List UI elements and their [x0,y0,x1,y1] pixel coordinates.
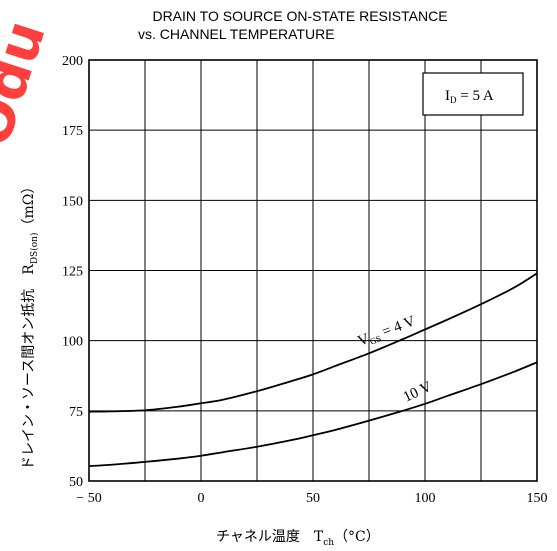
y-axis-label: ドレイン・ソース間オン抵抗 RDS(on)（mΩ） [21,180,40,470]
x-axis-label: チャネル温度 Tch（°C） [216,529,380,548]
x-tick-label: 100 [415,491,436,506]
grid-layer [89,60,537,481]
x-tick-label: − 50 [76,491,101,506]
y-axis-ticks: 50 75 100 125 150 175 200 [62,54,83,490]
x-tick-label: 50 [306,491,320,506]
y-tick-label: 75 [69,405,83,420]
y-tick-label: 50 [69,475,83,490]
series-line-vgs-10v [88,361,538,468]
series-line-vgs-4v [88,272,538,413]
y-tick-label: 150 [62,194,83,209]
y-tick-label: 125 [62,265,83,280]
x-axis-ticks: − 50 0 50 100 150 [76,491,547,506]
chart-title: DRAIN TO SOURCE ON-STATE RESISTANCE [152,8,447,24]
condition-box: ID = 5 A [422,72,524,116]
y-tick-label: 200 [62,54,83,69]
plot-frame [88,59,538,482]
x-tick-label: 150 [527,491,548,506]
condition-text: ID = 5 A [445,88,494,105]
x-tick-label: 0 [198,491,205,506]
chart-subtitle: vs. CHANNEL TEMPERATURE [138,26,335,42]
watermark-logo: Odu [0,13,59,154]
y-tick-label: 175 [62,124,83,139]
series-layer [88,272,538,468]
svg-text:Odu: Odu [0,13,59,154]
y-tick-label: 100 [62,335,83,350]
